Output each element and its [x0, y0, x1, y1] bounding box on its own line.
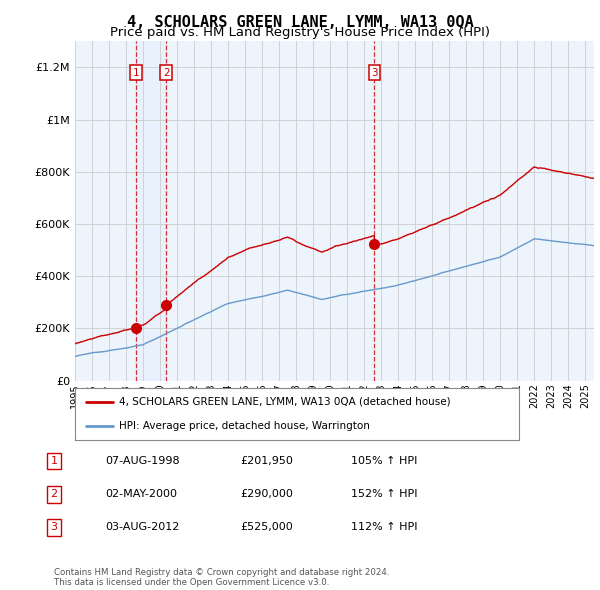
- Text: 152% ↑ HPI: 152% ↑ HPI: [351, 490, 418, 499]
- Text: 4, SCHOLARS GREEN LANE, LYMM, WA13 0QA (detached house): 4, SCHOLARS GREEN LANE, LYMM, WA13 0QA (…: [119, 396, 451, 407]
- Text: 03-AUG-2012: 03-AUG-2012: [105, 523, 179, 532]
- Text: 07-AUG-1998: 07-AUG-1998: [105, 457, 179, 466]
- Text: 2: 2: [163, 68, 170, 78]
- Bar: [136, 41, 166, 381]
- Text: £290,000: £290,000: [240, 490, 293, 499]
- Text: 1: 1: [50, 457, 58, 466]
- Text: £525,000: £525,000: [240, 523, 293, 532]
- Text: 3: 3: [371, 68, 378, 78]
- Text: 3: 3: [50, 523, 58, 532]
- Text: 1: 1: [133, 68, 140, 78]
- Text: 2: 2: [50, 490, 58, 499]
- Text: 112% ↑ HPI: 112% ↑ HPI: [351, 523, 418, 532]
- Text: 4, SCHOLARS GREEN LANE, LYMM, WA13 0QA: 4, SCHOLARS GREEN LANE, LYMM, WA13 0QA: [127, 15, 473, 30]
- Text: 105% ↑ HPI: 105% ↑ HPI: [351, 457, 418, 466]
- Text: £201,950: £201,950: [240, 457, 293, 466]
- Text: Price paid vs. HM Land Registry's House Price Index (HPI): Price paid vs. HM Land Registry's House …: [110, 26, 490, 39]
- Text: HPI: Average price, detached house, Warrington: HPI: Average price, detached house, Warr…: [119, 421, 370, 431]
- Text: Contains HM Land Registry data © Crown copyright and database right 2024.
This d: Contains HM Land Registry data © Crown c…: [54, 568, 389, 587]
- Text: 02-MAY-2000: 02-MAY-2000: [105, 490, 177, 499]
